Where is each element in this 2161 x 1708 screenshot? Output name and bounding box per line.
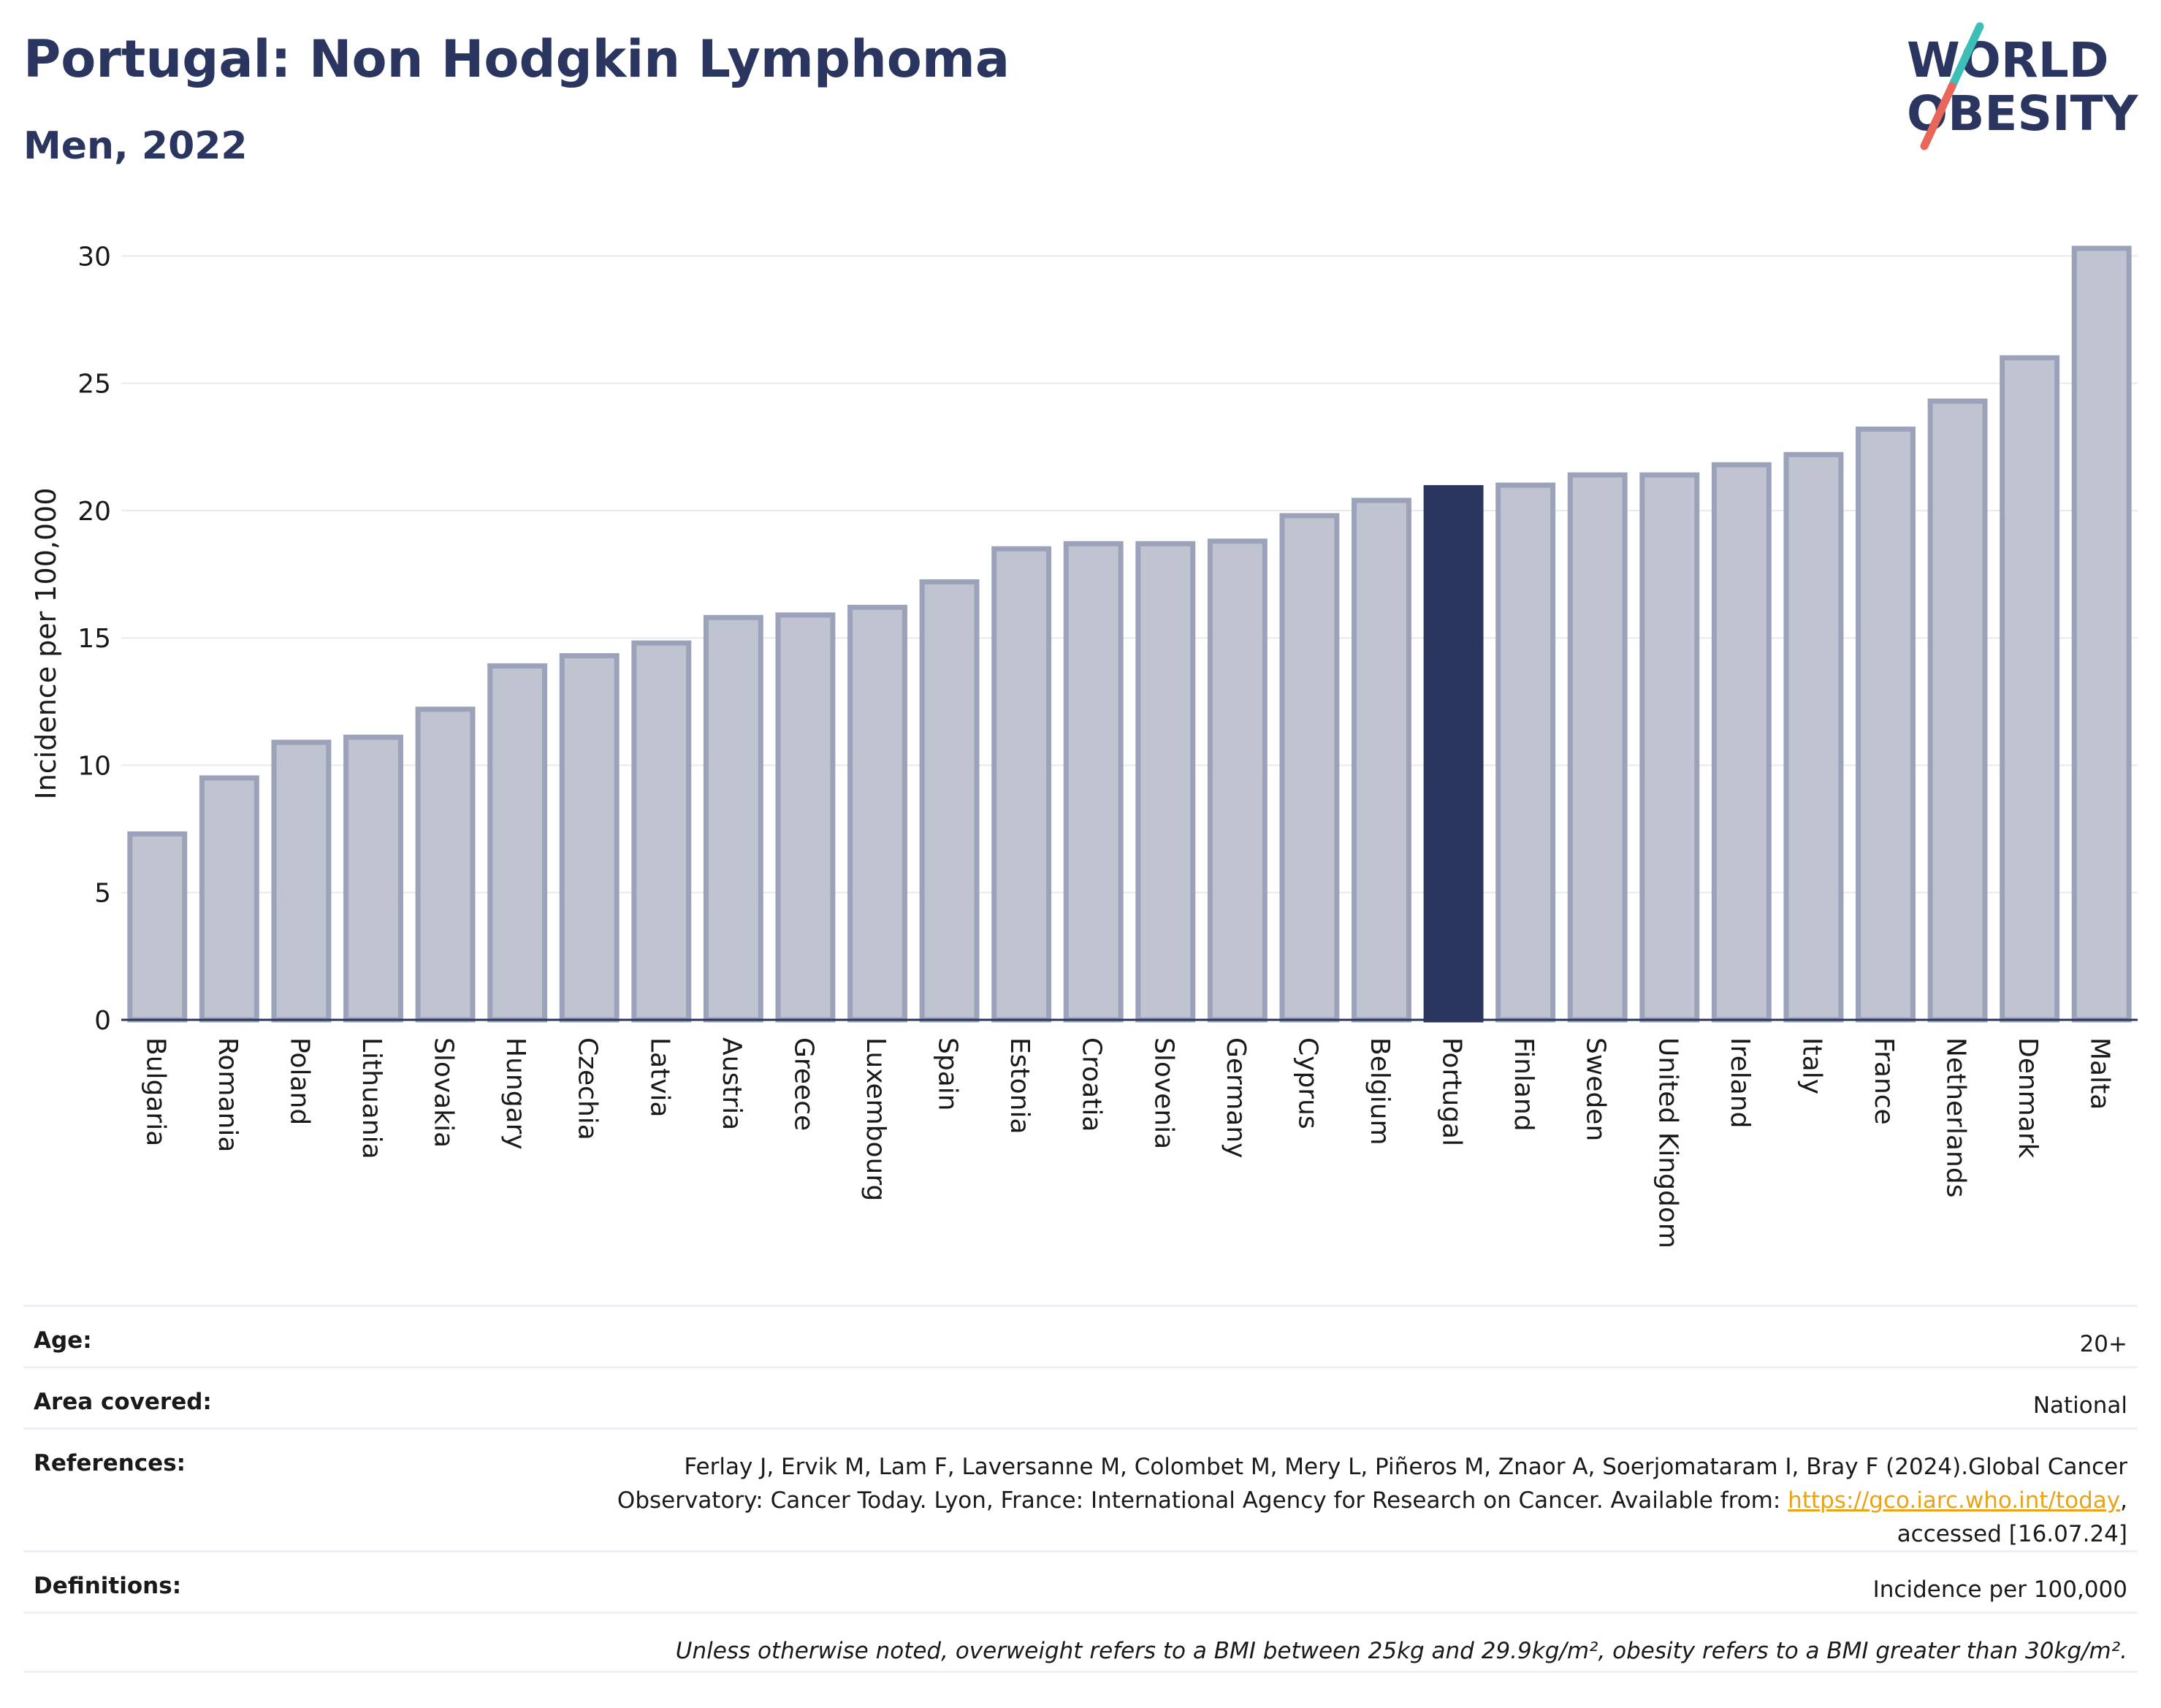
- bar-austria[interactable]: [703, 614, 763, 1023]
- meta-row-note: Unless otherwise noted, overweight refer…: [23, 1612, 2138, 1673]
- bar-latvia[interactable]: [631, 640, 692, 1023]
- bar-slovakia[interactable]: [415, 706, 476, 1023]
- page-title: Portugal: Non Hodgkin Lymphoma: [23, 29, 1010, 89]
- x-tick-label: Romania: [213, 1037, 243, 1152]
- meta-row-definitions: Definitions: Incidence per 100,000: [23, 1550, 2138, 1612]
- x-tick-label: Czechia: [573, 1037, 603, 1140]
- x-tick-label: Sweden: [1581, 1037, 1611, 1141]
- age-value: 20+: [2079, 1331, 2127, 1357]
- x-tick-label: Portugal: [1437, 1037, 1467, 1146]
- x-tick-label: Ireland: [1725, 1037, 1755, 1129]
- x-tick-label: Croatia: [1077, 1037, 1107, 1132]
- bar-finland[interactable]: [1495, 482, 1556, 1023]
- references-line-2-suffix: ,: [2120, 1487, 2127, 1514]
- x-tick-label: Finland: [1509, 1037, 1539, 1132]
- area-value: National: [2032, 1392, 2127, 1419]
- bars: [127, 245, 2132, 1023]
- x-tick-label: Austria: [717, 1037, 747, 1130]
- references-line-3: accessed [16.07.24]: [1897, 1521, 2127, 1547]
- definitions-label: Definitions:: [34, 1573, 182, 1599]
- bar-netherlands[interactable]: [1927, 398, 1988, 1023]
- x-tick-label: Italy: [1796, 1037, 1826, 1094]
- references-line-2: Observatory: Cancer Today. Lyon, France:…: [617, 1484, 2127, 1517]
- bar-italy[interactable]: [1783, 451, 1844, 1023]
- bar-portugal[interactable]: [1423, 485, 1484, 1023]
- references-label: References:: [34, 1450, 186, 1476]
- definitions-value: Incidence per 100,000: [1872, 1577, 2127, 1603]
- bmi-note: Unless otherwise noted, overweight refer…: [675, 1638, 2127, 1664]
- x-tick-label: Spain: [933, 1037, 963, 1111]
- y-tick-label: 5: [94, 879, 111, 909]
- references-line-1: Ferlay J, Ervik M, Lam F, Laversanne M, …: [684, 1454, 2127, 1480]
- x-tick-label: Denmark: [2013, 1037, 2043, 1159]
- bar-romania[interactable]: [199, 775, 259, 1023]
- x-tick-label: Belgium: [1365, 1037, 1395, 1145]
- bar-lithuania[interactable]: [343, 734, 403, 1023]
- x-tick-label: Estonia: [1005, 1037, 1034, 1135]
- x-tick-label: Malta: [2085, 1037, 2115, 1110]
- bar-czechia[interactable]: [559, 653, 620, 1023]
- bar-spain[interactable]: [919, 579, 980, 1023]
- y-tick-label: 20: [77, 497, 111, 527]
- references-value: Ferlay J, Ervik M, Lam F, Laversanne M, …: [617, 1450, 2127, 1551]
- y-tick-label: 30: [77, 242, 111, 272]
- x-tick-label: Latvia: [644, 1037, 674, 1118]
- bar-greece[interactable]: [775, 612, 836, 1023]
- bar-bulgaria[interactable]: [127, 831, 188, 1023]
- x-tick-label: Netherlands: [1941, 1037, 1971, 1197]
- bar-estonia[interactable]: [991, 546, 1052, 1023]
- y-tick-label: 25: [77, 370, 111, 400]
- meta-row-age: Age: 20+: [23, 1305, 2138, 1366]
- meta-row-references: References: Ferlay J, Ervik M, Lam F, La…: [23, 1427, 2138, 1550]
- bar-denmark[interactable]: [2000, 355, 2060, 1023]
- svg-text:WORLD: WORLD: [1907, 32, 2109, 88]
- x-tick-label: United Kingdom: [1653, 1037, 1682, 1248]
- x-tick-label: France: [1869, 1037, 1899, 1125]
- references-link[interactable]: https://gco.iarc.who.int/today: [1788, 1487, 2121, 1514]
- bar-chart: 0 5 10 15 20 25 30 Bulgaria Romania Poland Lithua…: [30, 242, 2138, 1248]
- x-tick-label: Hungary: [500, 1037, 530, 1150]
- page-subtitle: Men, 2022: [23, 124, 248, 168]
- bar-germany[interactable]: [1207, 538, 1268, 1023]
- y-tick-label: 0: [94, 1006, 111, 1036]
- bar-slovenia[interactable]: [1135, 541, 1196, 1023]
- bar-croatia[interactable]: [1063, 541, 1124, 1023]
- bar-france[interactable]: [1856, 426, 1916, 1023]
- bar-hungary[interactable]: [487, 663, 548, 1023]
- y-axis-label: Incidence per 100,000: [30, 487, 62, 799]
- x-tick-label: Germany: [1221, 1037, 1251, 1158]
- meta-row-area: Area covered: National: [23, 1366, 2138, 1427]
- x-tick-label: Cyprus: [1292, 1037, 1322, 1129]
- world-obesity-logo: WORLD OBESITY: [1907, 22, 2139, 150]
- age-label: Age:: [34, 1327, 92, 1354]
- x-tick-label: Bulgaria: [140, 1037, 170, 1146]
- y-tick-label: 15: [77, 624, 111, 654]
- bar-malta[interactable]: [2071, 245, 2132, 1023]
- references-line-2-prefix: Observatory: Cancer Today. Lyon, France:…: [617, 1487, 1788, 1514]
- bar-luxembourg[interactable]: [847, 604, 907, 1023]
- bar-poland[interactable]: [271, 739, 332, 1023]
- x-tick-label: Slovenia: [1148, 1037, 1178, 1149]
- x-tick-label: Slovakia: [429, 1037, 459, 1148]
- y-axis-ticks: 0 5 10 15 20 25 30: [77, 242, 111, 1036]
- x-axis-ticks: Bulgaria Romania Poland Lithuania Slovakia Hu…: [140, 1037, 2114, 1248]
- y-tick-label: 10: [77, 751, 111, 781]
- area-label: Area covered:: [34, 1389, 212, 1415]
- bar-ireland[interactable]: [1711, 462, 1772, 1023]
- x-tick-label: Luxembourg: [861, 1037, 891, 1201]
- bar-cyprus[interactable]: [1279, 513, 1340, 1023]
- x-tick-label: Lithuania: [357, 1037, 386, 1159]
- x-tick-label: Greece: [788, 1037, 818, 1131]
- bar-belgium[interactable]: [1352, 497, 1411, 1023]
- metadata-table: Age: 20+ Area covered: National Referenc…: [23, 1305, 2138, 1673]
- bar-sweden[interactable]: [1567, 472, 1628, 1023]
- x-tick-label: Poland: [284, 1037, 314, 1125]
- bar-united-kingdom[interactable]: [1639, 472, 1700, 1023]
